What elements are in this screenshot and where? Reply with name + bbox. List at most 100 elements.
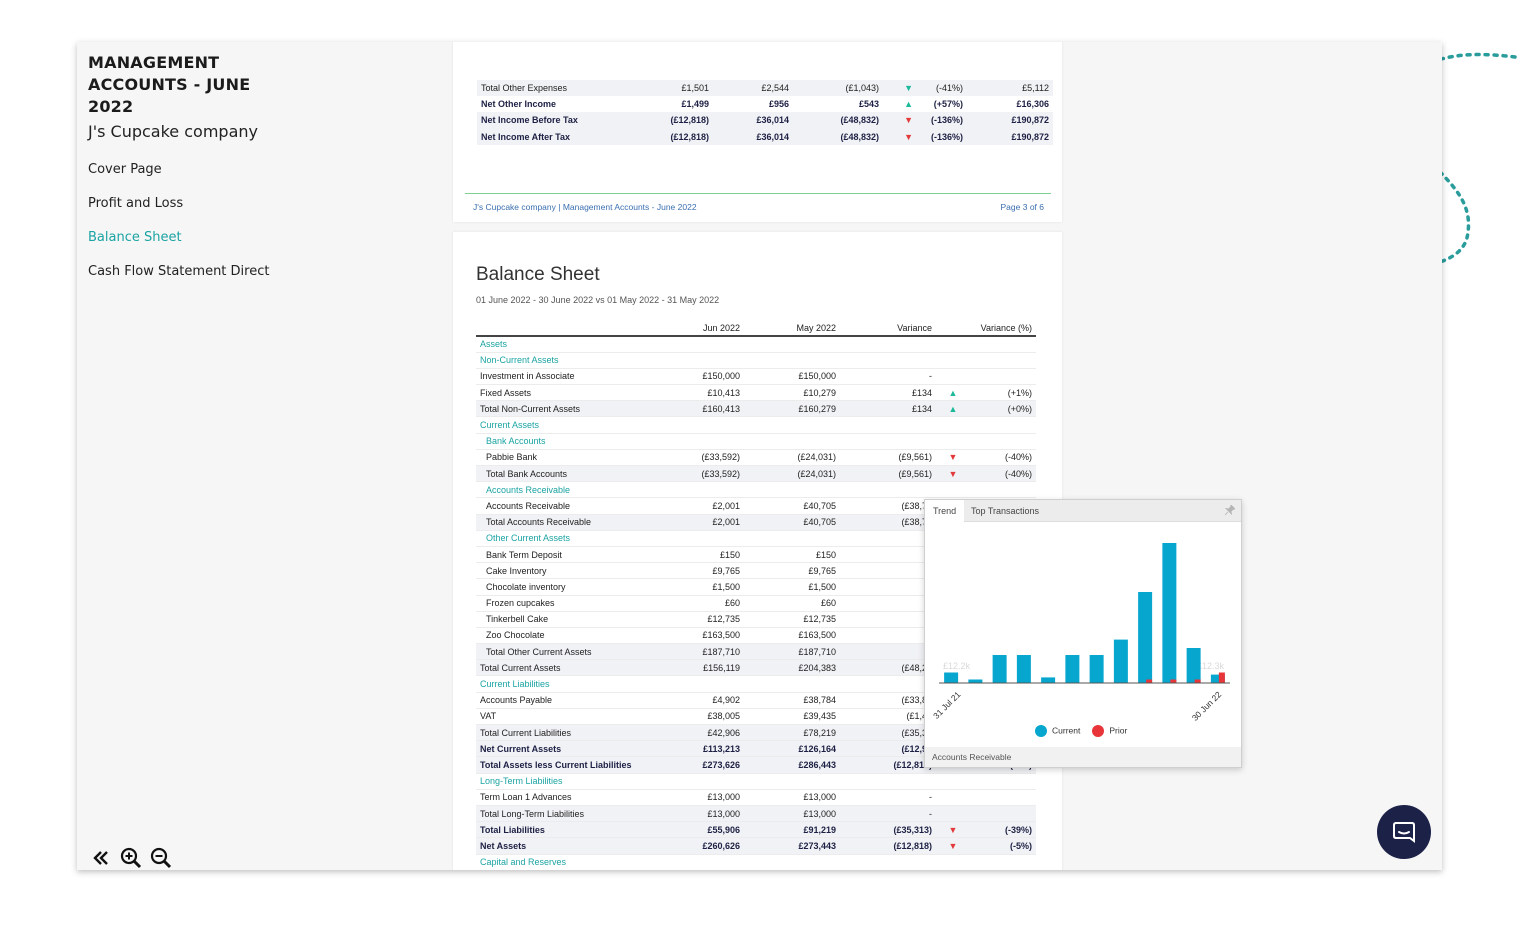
cell-jun-2022: £12,735 [666, 611, 744, 628]
cell-may-2022: £10,279 [744, 384, 840, 402]
cell-may-2022: £150,000 [744, 368, 840, 386]
cell-variance: £134 [840, 384, 936, 402]
section-header-row: Bank Accounts [476, 433, 1036, 450]
row-label: Chocolate inventory [476, 578, 666, 596]
section-header-row: Assets [476, 336, 1036, 353]
zoom-in-icon[interactable] [118, 845, 144, 870]
table-row[interactable]: Total Accounts Receivable £2,001 £40,705 (£… [476, 514, 1036, 531]
cell-variance-pct: (-40%) [970, 449, 1036, 467]
cell-variance-pct [970, 368, 1036, 386]
cell-prior: £956 [768, 99, 789, 110]
section-header-row: Accounts Receivable [476, 481, 1036, 499]
table-row[interactable]: Pabbie Bank (£33,592) (£24,031) (£9,561) ▼ (-… [476, 449, 1036, 467]
cell-current: (£12,818) [637, 128, 713, 145]
cell-variance: (£38,70 [840, 514, 936, 531]
cell-variance-pct [970, 805, 1036, 823]
double-chevron-left-icon[interactable] [88, 845, 114, 870]
legend-current-label: Current [1052, 725, 1081, 736]
bar-current [992, 655, 1007, 683]
cell-jun-2022: £9,765 [666, 562, 744, 580]
cell-direction: ▼ [936, 837, 970, 855]
cell-may-2022: £160,279 [744, 400, 840, 418]
date-range: 01 June 2022 - 30 June 2022 vs 01 May 20… [476, 295, 720, 305]
cell-variance: (£33,88 [840, 692, 936, 709]
report-title: MANAGEMENT ACCOUNTS - JUNE 2022 [88, 53, 251, 116]
row-label: Term Loan 1 Advances [476, 789, 666, 806]
tab-trend[interactable]: Trend [925, 500, 965, 522]
bar-current [968, 679, 983, 683]
column-header: Variance (%) [970, 320, 1036, 337]
nav-item-cash-flow[interactable]: Cash Flow Statement Direct [88, 264, 270, 279]
table-row[interactable]: Total Long-Term Liabilities £13,000 £13,00… [476, 805, 1036, 823]
bar-current [1089, 655, 1104, 683]
cell-direction: ▲ [936, 384, 970, 402]
footer-divider [465, 193, 1051, 194]
cell-jun-2022: £10,413 [666, 384, 744, 402]
table-row[interactable]: Total Non-Current Assets £160,413 £160,279… [476, 400, 1036, 418]
cell-jun-2022: £13,000 [666, 789, 744, 806]
nav-item-balance-sheet[interactable]: Balance Sheet [88, 230, 182, 245]
table-row[interactable]: Accounts Payable £4,902 £38,784 (£33,88 [476, 692, 1036, 709]
table-row[interactable]: Net Assets £260,626 £273,443 (£12,818) ▼ (-5%… [476, 837, 1036, 855]
table-row: Net Other Income £1,499 £956 £543 ▲ (+57%) £16… [477, 96, 1053, 112]
down-arrow-icon: ▼ [948, 468, 958, 479]
up-arrow-icon: ▲ [948, 387, 958, 398]
table-row[interactable]: Total Bank Accounts (£33,592) (£24,031) (£9… [476, 465, 1036, 483]
nav-item-profit-and-loss[interactable]: Profit and Loss [88, 196, 184, 211]
cell-jun-2022: £160,413 [666, 400, 744, 418]
zoom-out-icon[interactable] [148, 845, 174, 870]
table-row[interactable]: Accounts Receivable £2,001 £40,705 (£38,70 [476, 497, 1036, 515]
table-row[interactable]: Term Loan 1 Advances £13,000 £13,000- [476, 789, 1036, 806]
table-row: Total Other Expenses £1,501 £2,544 (£1,043)… [477, 80, 1053, 97]
row-label: Total Current Liabilities [476, 724, 666, 742]
table-row[interactable]: Chocolate inventory £1,500 £1,500 [476, 578, 1036, 596]
table-row[interactable]: Investment in Associate £150,000 £150,000- [476, 368, 1036, 386]
section-header-row: Long-Term Liabilities [476, 773, 1036, 790]
table-row[interactable]: Fixed Assets £10,413 £10,279 £134 ▲ (+1%) [476, 384, 1036, 402]
row-label: Accounts Payable [476, 692, 666, 709]
legend-prior-label: Prior [1109, 725, 1128, 736]
cell-variance: (£35,313) [840, 821, 936, 839]
table-row: Net Income After Tax (£12,818) £36,014 (£48… [477, 128, 1053, 145]
bar-current [1210, 674, 1225, 683]
reference-label: £12.3k [1197, 661, 1225, 671]
section-label: Non-Current Assets [476, 352, 1036, 369]
column-header: Variance [840, 320, 936, 337]
row-label: Net Income After Tax [477, 128, 637, 145]
cell-jun-2022: £13,000 [666, 805, 744, 823]
trend-popup: Trend Top Transactions £12.2k £12.3k 31 Ju… [924, 499, 1242, 768]
company-name: J's Cupcake company [88, 122, 258, 141]
x-tick-label: 30 Jun 22 [1190, 689, 1224, 723]
cell-jun-2022: £260,626 [666, 837, 744, 855]
down-arrow-icon: ▼ [904, 131, 913, 142]
cell-may-2022: £78,219 [744, 724, 840, 742]
cell-variance-pct [970, 789, 1036, 806]
nav-item-cover-page[interactable]: Cover Page [88, 162, 162, 177]
cell-jun-2022: £113,213 [666, 740, 744, 758]
cell-variance: (£1,43 [840, 708, 936, 726]
chart-legend: Current Prior [1035, 725, 1127, 737]
legend-prior: Prior [1092, 725, 1127, 737]
section-header-row: Capital and Reserves [476, 854, 1036, 870]
cell-jun-2022: £156,119 [666, 659, 744, 677]
cell-direction: ▼ [936, 465, 970, 483]
table-row[interactable]: Total Other Current Assets £187,710 £187,7… [476, 643, 1036, 661]
down-arrow-icon: ▼ [948, 452, 958, 463]
cell-variance: (£12,95 [840, 740, 936, 758]
column-header: Jun 2022 [666, 320, 744, 337]
cell-variance [840, 546, 936, 564]
row-label: Cake Inventory [476, 562, 666, 580]
column-header [476, 320, 666, 337]
cell-direction [936, 805, 970, 823]
tab-top-transactions[interactable]: Top Transactions [971, 506, 1040, 516]
pin-icon[interactable] [1224, 504, 1236, 518]
chat-launcher-button[interactable] [1377, 805, 1431, 859]
cell-current: £1,501 [637, 80, 713, 97]
cell-variance-pct: (-39%) [970, 821, 1036, 839]
table-row[interactable]: Total Liabilities £55,906 £91,219 (£35,313)… [476, 821, 1036, 839]
cell-direction: ▲ [883, 96, 917, 112]
cell-direction: ▼ [883, 128, 917, 145]
row-label: Total Long-Term Liabilities [476, 805, 666, 823]
row-label: Accounts Receivable [476, 497, 666, 515]
section-label: Other Current Assets [476, 530, 1036, 547]
